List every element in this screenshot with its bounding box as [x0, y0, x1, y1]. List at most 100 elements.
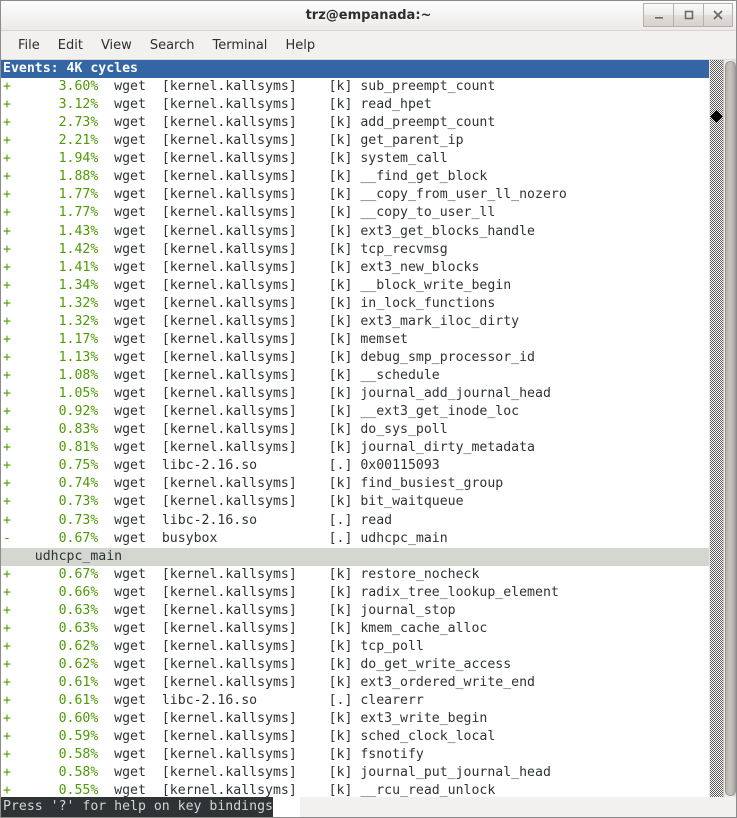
expand-toggle-icon[interactable]: +: [3, 295, 11, 311]
menu-item-terminal[interactable]: Terminal: [212, 37, 268, 53]
expand-toggle-icon[interactable]: +: [3, 259, 11, 275]
sample-dso: [kernel.kallsyms]: [161, 422, 329, 438]
expand-toggle-icon[interactable]: +: [3, 331, 11, 347]
perf-sample-row[interactable]: + 1.17% wget [kernel.kallsyms] [k] memse…: [1, 331, 709, 349]
perf-sample-row[interactable]: + 0.62% wget [kernel.kallsyms] [k] tcp_p…: [1, 638, 709, 656]
expand-toggle-icon[interactable]: +: [3, 783, 11, 797]
perf-sample-row[interactable]: + 3.12% wget [kernel.kallsyms] [k] read_…: [1, 96, 709, 114]
window-titlebar[interactable]: trz@empanada:~: [1, 1, 736, 31]
sample-percent: 0.55%: [10, 783, 99, 797]
minimize-button[interactable]: [643, 3, 673, 27]
perf-sample-row[interactable]: + 0.73% wget libc-2.16.so [.] read: [1, 512, 709, 530]
perf-sample-row[interactable]: + 1.94% wget [kernel.kallsyms] [k] syste…: [1, 150, 709, 168]
perf-sample-row[interactable]: + 0.59% wget [kernel.kallsyms] [k] sched…: [1, 728, 709, 746]
expand-toggle-icon[interactable]: +: [3, 440, 11, 456]
perf-sample-row[interactable]: + 0.60% wget [kernel.kallsyms] [k] ext3_…: [1, 710, 709, 728]
perf-sample-row[interactable]: + 0.73% wget [kernel.kallsyms] [k] bit_w…: [1, 493, 709, 511]
perf-sample-row[interactable]: + 0.83% wget [kernel.kallsyms] [k] do_sy…: [1, 421, 709, 439]
expand-toggle-icon[interactable]: +: [3, 205, 11, 221]
perf-sample-row[interactable]: - 0.67% wget busybox [.] udhcpc_main: [1, 530, 709, 548]
sample-symbol: add_preempt_count: [360, 115, 496, 131]
expand-toggle-icon[interactable]: +: [3, 349, 11, 365]
perf-sample-row[interactable]: + 0.81% wget [kernel.kallsyms] [k] journ…: [1, 439, 709, 457]
maximize-button[interactable]: [673, 3, 703, 27]
perf-sample-row[interactable]: + 0.92% wget [kernel.kallsyms] [k] __ext…: [1, 403, 709, 421]
perf-sample-row[interactable]: + 1.13% wget [kernel.kallsyms] [k] debug…: [1, 349, 709, 367]
terminal-scrollbar[interactable]: [709, 60, 723, 797]
sample-level: [k]: [328, 620, 361, 636]
expand-toggle-icon[interactable]: +: [3, 584, 11, 600]
close-button[interactable]: [703, 3, 733, 27]
expand-toggle-icon[interactable]: +: [3, 133, 11, 149]
expand-toggle-icon[interactable]: +: [3, 97, 11, 113]
perf-sample-row[interactable]: + 0.62% wget [kernel.kallsyms] [k] do_ge…: [1, 656, 709, 674]
perf-sample-row[interactable]: + 1.08% wget [kernel.kallsyms] [k] __sch…: [1, 367, 709, 385]
expand-toggle-icon[interactable]: +: [3, 693, 11, 709]
expand-toggle-icon[interactable]: +: [3, 458, 11, 474]
expand-toggle-icon[interactable]: +: [3, 711, 11, 727]
window-scrollbar-thumb[interactable]: [725, 61, 736, 796]
expand-toggle-icon[interactable]: +: [3, 566, 11, 582]
perf-sample-row[interactable]: + 0.58% wget [kernel.kallsyms] [k] journ…: [1, 764, 709, 782]
perf-sample-row[interactable]: + 1.05% wget [kernel.kallsyms] [k] journ…: [1, 385, 709, 403]
perf-sample-row[interactable]: + 1.42% wget [kernel.kallsyms] [k] tcp_r…: [1, 241, 709, 259]
expand-toggle-icon[interactable]: +: [3, 187, 11, 203]
expand-toggle-icon[interactable]: +: [3, 747, 11, 763]
expand-toggle-icon[interactable]: +: [3, 657, 11, 672]
menu-item-search[interactable]: Search: [149, 37, 195, 53]
expand-toggle-icon[interactable]: +: [3, 422, 11, 438]
expand-toggle-icon[interactable]: +: [3, 404, 11, 420]
sample-level: [k]: [328, 422, 361, 438]
expand-toggle-icon[interactable]: +: [3, 115, 11, 131]
expand-toggle-icon[interactable]: +: [3, 602, 11, 618]
expand-toggle-icon[interactable]: +: [3, 151, 11, 167]
expand-toggle-icon[interactable]: +: [3, 638, 11, 654]
window-scrollbar[interactable]: [723, 60, 736, 797]
expand-toggle-icon[interactable]: +: [3, 620, 11, 636]
perf-sample-row[interactable]: + 1.77% wget [kernel.kallsyms] [k] __cop…: [1, 204, 709, 222]
perf-sample-row[interactable]: + 0.55% wget [kernel.kallsyms] [k] __rcu…: [1, 782, 709, 797]
perf-sample-row[interactable]: + 1.41% wget [kernel.kallsyms] [k] ext3_…: [1, 259, 709, 277]
perf-sample-row[interactable]: + 0.75% wget libc-2.16.so [.] 0x00115093: [1, 457, 709, 475]
perf-sample-row[interactable]: + 0.61% wget [kernel.kallsyms] [k] ext3_…: [1, 674, 709, 692]
perf-sample-row[interactable]: + 1.32% wget [kernel.kallsyms] [k] in_lo…: [1, 295, 709, 313]
expand-toggle-icon[interactable]: +: [3, 277, 11, 293]
perf-sample-row[interactable]: + 0.67% wget [kernel.kallsyms] [k] resto…: [1, 566, 709, 584]
terminal-content[interactable]: Events: 4K cycles + 3.60% wget [kernel.k…: [1, 60, 709, 797]
perf-sample-row[interactable]: + 0.58% wget [kernel.kallsyms] [k] fsnot…: [1, 746, 709, 764]
expand-toggle-icon[interactable]: +: [3, 241, 11, 257]
perf-sample-row[interactable]: + 0.63% wget [kernel.kallsyms] [k] journ…: [1, 602, 709, 620]
menu-item-view[interactable]: View: [100, 37, 132, 53]
menu-item-help[interactable]: Help: [285, 37, 316, 53]
perf-sample-row[interactable]: + 0.61% wget libc-2.16.so [.] clearerr: [1, 692, 709, 710]
perf-sample-row[interactable]: + 3.60% wget [kernel.kallsyms] [k] sub_p…: [1, 78, 709, 96]
expand-toggle-icon[interactable]: +: [3, 494, 11, 510]
expand-toggle-icon[interactable]: +: [3, 313, 11, 329]
collapse-toggle-icon[interactable]: -: [3, 530, 11, 546]
perf-sample-row[interactable]: + 1.43% wget [kernel.kallsyms] [k] ext3_…: [1, 223, 709, 241]
expand-toggle-icon[interactable]: +: [3, 368, 11, 383]
expand-toggle-icon[interactable]: +: [3, 675, 11, 691]
expand-toggle-icon[interactable]: +: [3, 729, 11, 745]
sample-dso: [kernel.kallsyms]: [161, 494, 329, 510]
expand-toggle-icon[interactable]: +: [3, 223, 11, 239]
expand-toggle-icon[interactable]: +: [3, 765, 11, 781]
perf-sample-row[interactable]: + 0.66% wget [kernel.kallsyms] [k] radix…: [1, 584, 709, 602]
perf-sample-row[interactable]: + 1.88% wget [kernel.kallsyms] [k] __fin…: [1, 168, 709, 186]
expand-toggle-icon[interactable]: +: [3, 169, 11, 185]
perf-sample-row[interactable]: + 1.77% wget [kernel.kallsyms] [k] __cop…: [1, 186, 709, 204]
perf-sample-row[interactable]: + 2.21% wget [kernel.kallsyms] [k] get_p…: [1, 132, 709, 150]
expand-toggle-icon[interactable]: +: [3, 476, 11, 492]
perf-sample-row[interactable]: + 1.34% wget [kernel.kallsyms] [k] __blo…: [1, 277, 709, 295]
perf-sample-row[interactable]: + 0.63% wget [kernel.kallsyms] [k] kmem_…: [1, 620, 709, 638]
sample-symbol: memset: [360, 331, 408, 347]
perf-sample-row[interactable]: + 2.73% wget [kernel.kallsyms] [k] add_p…: [1, 114, 709, 132]
perf-callee-row[interactable]: udhcpc_main: [1, 547, 709, 566]
expand-toggle-icon[interactable]: +: [3, 512, 11, 528]
expand-toggle-icon[interactable]: +: [3, 79, 11, 94]
menu-item-file[interactable]: File: [18, 37, 40, 53]
perf-sample-row[interactable]: + 1.32% wget [kernel.kallsyms] [k] ext3_…: [1, 313, 709, 331]
expand-toggle-icon[interactable]: +: [3, 386, 11, 402]
perf-sample-row[interactable]: + 0.74% wget [kernel.kallsyms] [k] find_…: [1, 475, 709, 493]
menu-item-edit[interactable]: Edit: [57, 37, 83, 53]
